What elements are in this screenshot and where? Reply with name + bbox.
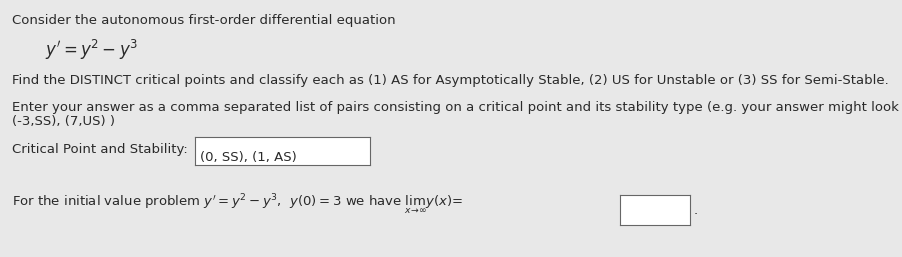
Text: (0, SS), (1, AS): (0, SS), (1, AS)	[200, 151, 297, 163]
Text: Consider the autonomous first-order differential equation: Consider the autonomous first-order diff…	[12, 14, 396, 27]
Text: Find the DISTINCT critical points and classify each as (1) AS for Asymptotically: Find the DISTINCT critical points and cl…	[12, 74, 888, 87]
Text: .: .	[694, 204, 698, 216]
Text: $y' = y^2 - y^3$: $y' = y^2 - y^3$	[45, 38, 138, 62]
Text: Enter your answer as a comma separated list of pairs consisting on a critical po: Enter your answer as a comma separated l…	[12, 101, 902, 114]
Text: For the initial value problem $y' = y^2 - y^3$,  $y(0) = 3$ we have $\lim_{x \to: For the initial value problem $y' = y^2 …	[12, 193, 464, 217]
Text: Critical Point and Stability:: Critical Point and Stability:	[12, 143, 188, 156]
Text: (-3,SS), (7,US) ): (-3,SS), (7,US) )	[12, 115, 115, 128]
